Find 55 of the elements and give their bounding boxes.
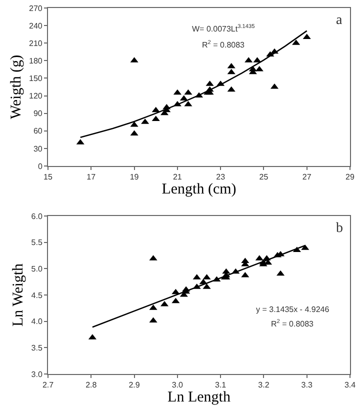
point <box>173 89 182 95</box>
y-tick-label: 60 <box>33 126 43 136</box>
point <box>255 66 264 72</box>
point <box>227 68 236 74</box>
x-tick-label: 2.7 <box>42 380 54 390</box>
x-tick-label: 2.9 <box>128 380 140 390</box>
x-tick-label: 3.4 <box>344 380 356 390</box>
x-tick-label: 23 <box>216 172 226 182</box>
y-tick-label: 90 <box>33 109 43 118</box>
x-tick-label: 17 <box>86 172 96 182</box>
y-tick-label: 0 <box>38 162 43 171</box>
annotation: a <box>336 13 343 28</box>
x-tick-label: 21 <box>172 172 182 182</box>
point <box>276 270 285 276</box>
y-axis-title: Weigth (g) <box>8 54 24 120</box>
x-tick-label: 29 <box>346 172 355 182</box>
point <box>172 288 180 294</box>
y-tick-label: 270 <box>29 4 43 13</box>
y-tick-label: 210 <box>29 38 43 48</box>
y-tick-label: 3.5 <box>31 343 43 352</box>
y-tick-label: 180 <box>29 56 43 66</box>
x-tick-label: 2.8 <box>86 380 98 390</box>
x-tick-label: 27 <box>302 172 312 182</box>
x-axis-title: Ln Length <box>168 390 231 406</box>
point <box>152 106 160 112</box>
x-tick-label: 3.3 <box>301 380 313 390</box>
annotation: y = 3.1435x - 4.9246 <box>256 305 330 314</box>
y-tick-label: 120 <box>29 92 43 101</box>
x-tick-label: 15 <box>44 172 53 182</box>
point <box>172 298 180 304</box>
x-tick-label: 3.2 <box>258 380 270 390</box>
y-tick-label: 4.0 <box>31 317 43 326</box>
x-tick-label: 3.1 <box>215 380 227 390</box>
annotation: b <box>336 221 343 236</box>
annotation: R$^{2}$ = 0.8083 <box>202 40 246 50</box>
annotation: W= 0.0073Lt$^{3.1435}$ <box>192 24 255 34</box>
point <box>302 34 311 40</box>
y-tick-label: 6.0 <box>31 212 43 221</box>
y-axis-title: Ln Weigth <box>10 262 27 327</box>
y-tick-label: 240 <box>29 21 43 30</box>
x-tick-label: 19 <box>130 172 140 182</box>
y-tick-label: 5.5 <box>31 238 43 248</box>
point <box>227 86 236 92</box>
x-tick-label: 25 <box>259 172 269 182</box>
annotation: R$^{2}$ = 0.8083 <box>271 319 314 328</box>
point <box>130 130 138 136</box>
point <box>184 89 192 95</box>
y-tick-label: 150 <box>29 74 43 84</box>
y-tick-label: 3.0 <box>31 370 43 379</box>
x-tick-label: 3.0 <box>172 380 184 390</box>
point <box>149 317 158 323</box>
y-tick-label: 30 <box>33 144 43 154</box>
x-axis-title: Length (cm) <box>162 182 236 198</box>
y-tick-label: 4.5 <box>31 290 43 300</box>
y-tick-label: 5.0 <box>31 264 43 274</box>
